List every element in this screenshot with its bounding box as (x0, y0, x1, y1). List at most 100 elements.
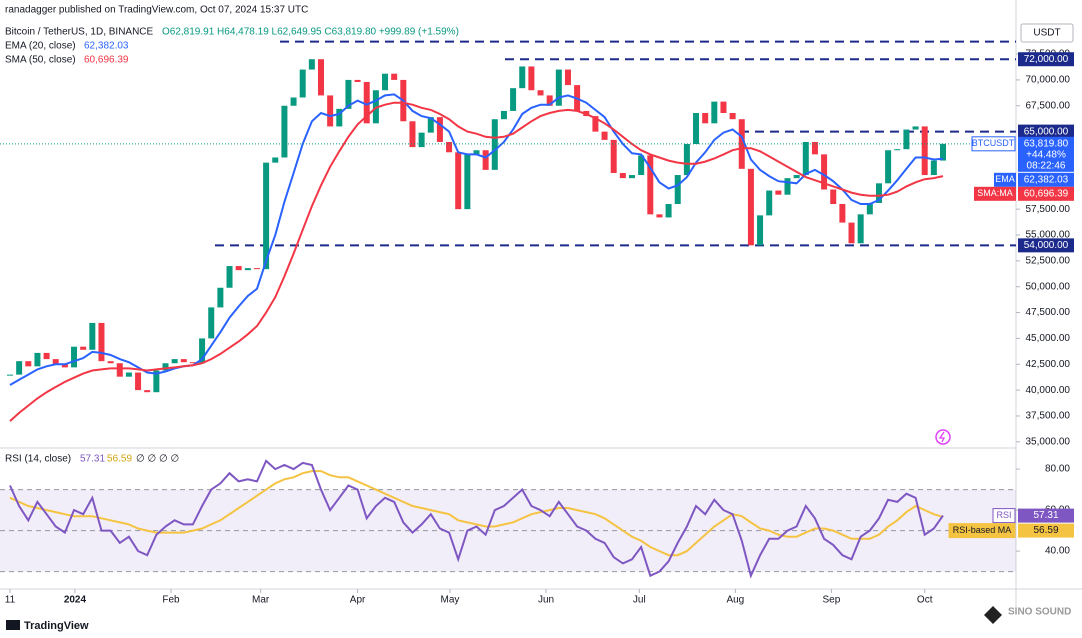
candle (263, 162, 270, 270)
rsi-tag-name-box (992, 508, 1016, 524)
candle (336, 108, 343, 127)
candle (564, 69, 571, 86)
candle (720, 101, 727, 113)
ma-tag-value: 60,696.39 (1024, 188, 1069, 199)
x-tick-label: Jun (538, 595, 554, 606)
candle (629, 175, 635, 179)
y-tick-label: 42,500.00 (1026, 359, 1071, 370)
y-tick-label: 40.00 (1045, 546, 1070, 557)
x-tick-label: Oct (917, 595, 933, 606)
price-level-label: 54,000.00 (1024, 240, 1069, 251)
candle (921, 126, 928, 176)
candle (116, 363, 123, 377)
candle (555, 69, 562, 106)
sma-value: 60,696.39 (84, 55, 129, 66)
price-level-tag (1018, 124, 1074, 139)
candle (318, 59, 324, 96)
x-tick-label: Apr (350, 595, 366, 606)
candle (363, 81, 370, 124)
candle (482, 150, 489, 170)
ma-tag-name-box (974, 186, 1016, 201)
ma-tag (1018, 186, 1074, 201)
candle (61, 364, 68, 368)
candle (811, 141, 818, 155)
candle (912, 126, 919, 130)
candle (802, 141, 809, 176)
event-icon[interactable] (935, 429, 951, 445)
candle (16, 361, 23, 375)
watermark: SINO SOUND (1008, 607, 1071, 618)
candle (455, 152, 462, 210)
ema-value: 62,382.03 (84, 41, 129, 52)
symbol: Bitcoin / TetherUS, 1D, BINANCE (5, 27, 154, 38)
candle (217, 287, 224, 308)
price-tag-text: +44.48% (1026, 149, 1066, 160)
x-tick-label: Jul (633, 595, 646, 606)
ma-tag-name-box (994, 172, 1016, 187)
candle (683, 144, 690, 176)
rsi-ma-line (9, 470, 944, 557)
candle (71, 346, 78, 368)
candle (857, 214, 864, 244)
ma-tag-value: 62,382.03 (1024, 174, 1069, 185)
candle (821, 154, 828, 190)
candle (619, 172, 626, 179)
candle (647, 155, 654, 215)
candle (546, 95, 553, 106)
x-tick-label: Mar (252, 595, 270, 606)
candle (226, 266, 233, 288)
candle (162, 363, 169, 371)
currency-box[interactable] (1020, 23, 1074, 43)
candle (610, 139, 617, 173)
candle (446, 141, 453, 153)
candle (830, 189, 837, 204)
candle (208, 307, 215, 339)
y-tick-label: 47,500.00 (1026, 307, 1071, 318)
candle (491, 119, 498, 170)
y-tick-label: 37,500.00 (1026, 411, 1071, 422)
candle (345, 79, 352, 109)
candle (848, 222, 855, 244)
rsi-tag (1018, 523, 1074, 538)
y-tick-label: 55,000.00 (1026, 230, 1071, 241)
ma-tag-name: SMA:MA (977, 188, 1013, 198)
candle (382, 73, 389, 91)
ema-name: EMA (20, close) (5, 41, 76, 52)
candle (135, 372, 142, 391)
rsi-extra: ∅ ∅ ∅ ∅ (136, 454, 179, 465)
candle (144, 390, 151, 393)
candle (510, 88, 517, 111)
candle (747, 168, 754, 246)
candle (189, 362, 196, 364)
ma-tag-name: EMA (995, 174, 1015, 184)
candle (839, 203, 846, 223)
candle (327, 95, 334, 127)
price-tag-text: 08:22:46 (1027, 160, 1066, 171)
candle (89, 322, 96, 350)
candle (418, 132, 425, 148)
candle (153, 370, 160, 393)
candle (272, 157, 279, 163)
candle (180, 359, 187, 363)
sma-line (9, 101, 944, 422)
candle (473, 150, 480, 155)
y-tick-label: 57,500.00 (1026, 204, 1071, 215)
candle (903, 129, 910, 150)
watermark-logo (984, 606, 1002, 624)
x-tick-label: May (441, 595, 460, 606)
x-tick-label: Aug (726, 595, 744, 606)
candle (866, 202, 873, 215)
candle (7, 374, 13, 376)
rsi-tag-name: RSI (996, 510, 1011, 520)
ohlc: O62,819.91 H64,478.19 L62,649.95 C63,819… (162, 27, 459, 38)
rsi-line (9, 459, 944, 579)
currency: USDT (1033, 28, 1060, 39)
candle (592, 116, 599, 132)
candle (80, 346, 87, 350)
candle (308, 59, 315, 70)
candle (601, 131, 608, 140)
candle (702, 112, 709, 124)
symbol-tag (971, 136, 1016, 152)
candle (537, 90, 544, 96)
